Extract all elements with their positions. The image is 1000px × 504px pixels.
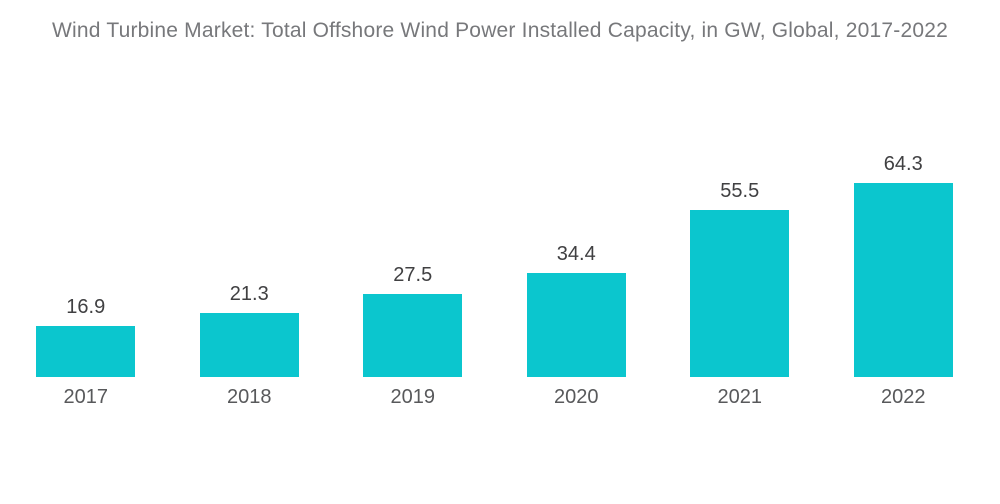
bar-value-label: 34.4 xyxy=(556,243,596,265)
bar-2021 xyxy=(690,210,790,377)
x-axis-label-2019: 2019 xyxy=(390,386,436,408)
x-axis-label-2020: 2020 xyxy=(554,386,599,408)
x-axis-label-2021: 2021 xyxy=(717,386,763,408)
bar-group-2019: 27.5 2019 xyxy=(331,0,495,410)
bar-2020 xyxy=(526,273,626,377)
bar-group-2018: 21.3 2018 xyxy=(168,0,332,410)
bar-2017 xyxy=(36,326,136,377)
plot-area: 16.9 2017 21.3 2018 27.5 2019 34.4 2020 … xyxy=(4,0,985,410)
bar-group-2021: 55.5 2021 xyxy=(658,0,822,410)
bar-2018 xyxy=(199,313,299,377)
bar-group-2020: 34.4 2020 xyxy=(495,0,659,410)
x-axis-label-2018: 2018 xyxy=(227,386,272,408)
bar-value-label: 64.3 xyxy=(883,153,923,175)
bar-2022 xyxy=(853,183,953,377)
bar-group-2017: 16.9 2017 xyxy=(4,0,168,410)
chart-title: Wind Turbine Market: Total Offshore Wind… xyxy=(52,19,948,42)
bar-value-label: 16.9 xyxy=(66,296,106,318)
x-axis-label-2022: 2022 xyxy=(881,386,926,408)
bar-group-2022: 64.3 2022 xyxy=(822,0,986,410)
x-axis-label-2017: 2017 xyxy=(63,386,109,408)
bar-value-label: 27.5 xyxy=(393,264,433,286)
bar-value-label: 55.5 xyxy=(720,180,760,202)
bar-2019 xyxy=(363,294,463,377)
bar-value-label: 21.3 xyxy=(229,283,269,305)
